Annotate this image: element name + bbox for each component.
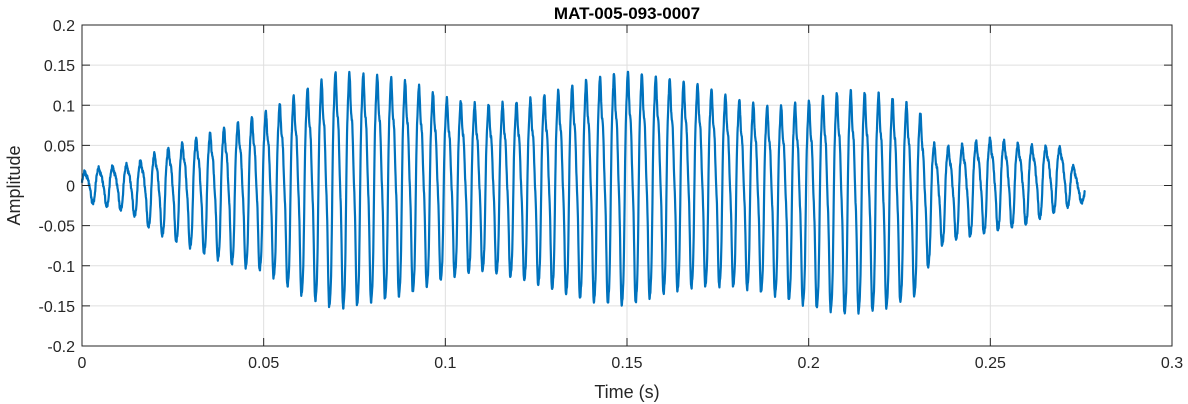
y-axis-label: Amplitude — [4, 145, 24, 225]
waveform-series-line — [80, 70, 1086, 315]
y-tick-label: -0.05 — [39, 219, 76, 236]
chart-title: MAT-005-093-0007 — [554, 4, 700, 23]
ticks: 0 0.05 0.1 0.15 0.2 0.25 0.3 -0.2 -0.15 -0.1 -0.05… — [39, 18, 1184, 372]
y-tick-label: 0.15 — [44, 58, 75, 75]
x-tick-label: 0.05 — [248, 355, 279, 372]
x-tick-label: 0.2 — [798, 355, 820, 372]
x-axis-label: Time (s) — [594, 382, 659, 402]
y-tick-label: 0 — [66, 179, 75, 196]
y-tick-label: 0.05 — [44, 138, 75, 155]
y-tick-label: -0.15 — [39, 299, 76, 316]
x-tick-label: 0.25 — [975, 355, 1006, 372]
x-tick-label: 0.15 — [611, 355, 642, 372]
plot-area — [80, 70, 1086, 315]
x-tick-label: 0.1 — [434, 355, 456, 372]
y-tick-label: 0.1 — [53, 98, 75, 115]
x-tick-label: 0.3 — [1161, 355, 1183, 372]
y-tick-label: -0.2 — [47, 339, 75, 356]
x-tick-label: 0 — [78, 355, 87, 372]
y-tick-label: -0.1 — [47, 259, 75, 276]
y-tick-label: 0.2 — [53, 18, 75, 35]
